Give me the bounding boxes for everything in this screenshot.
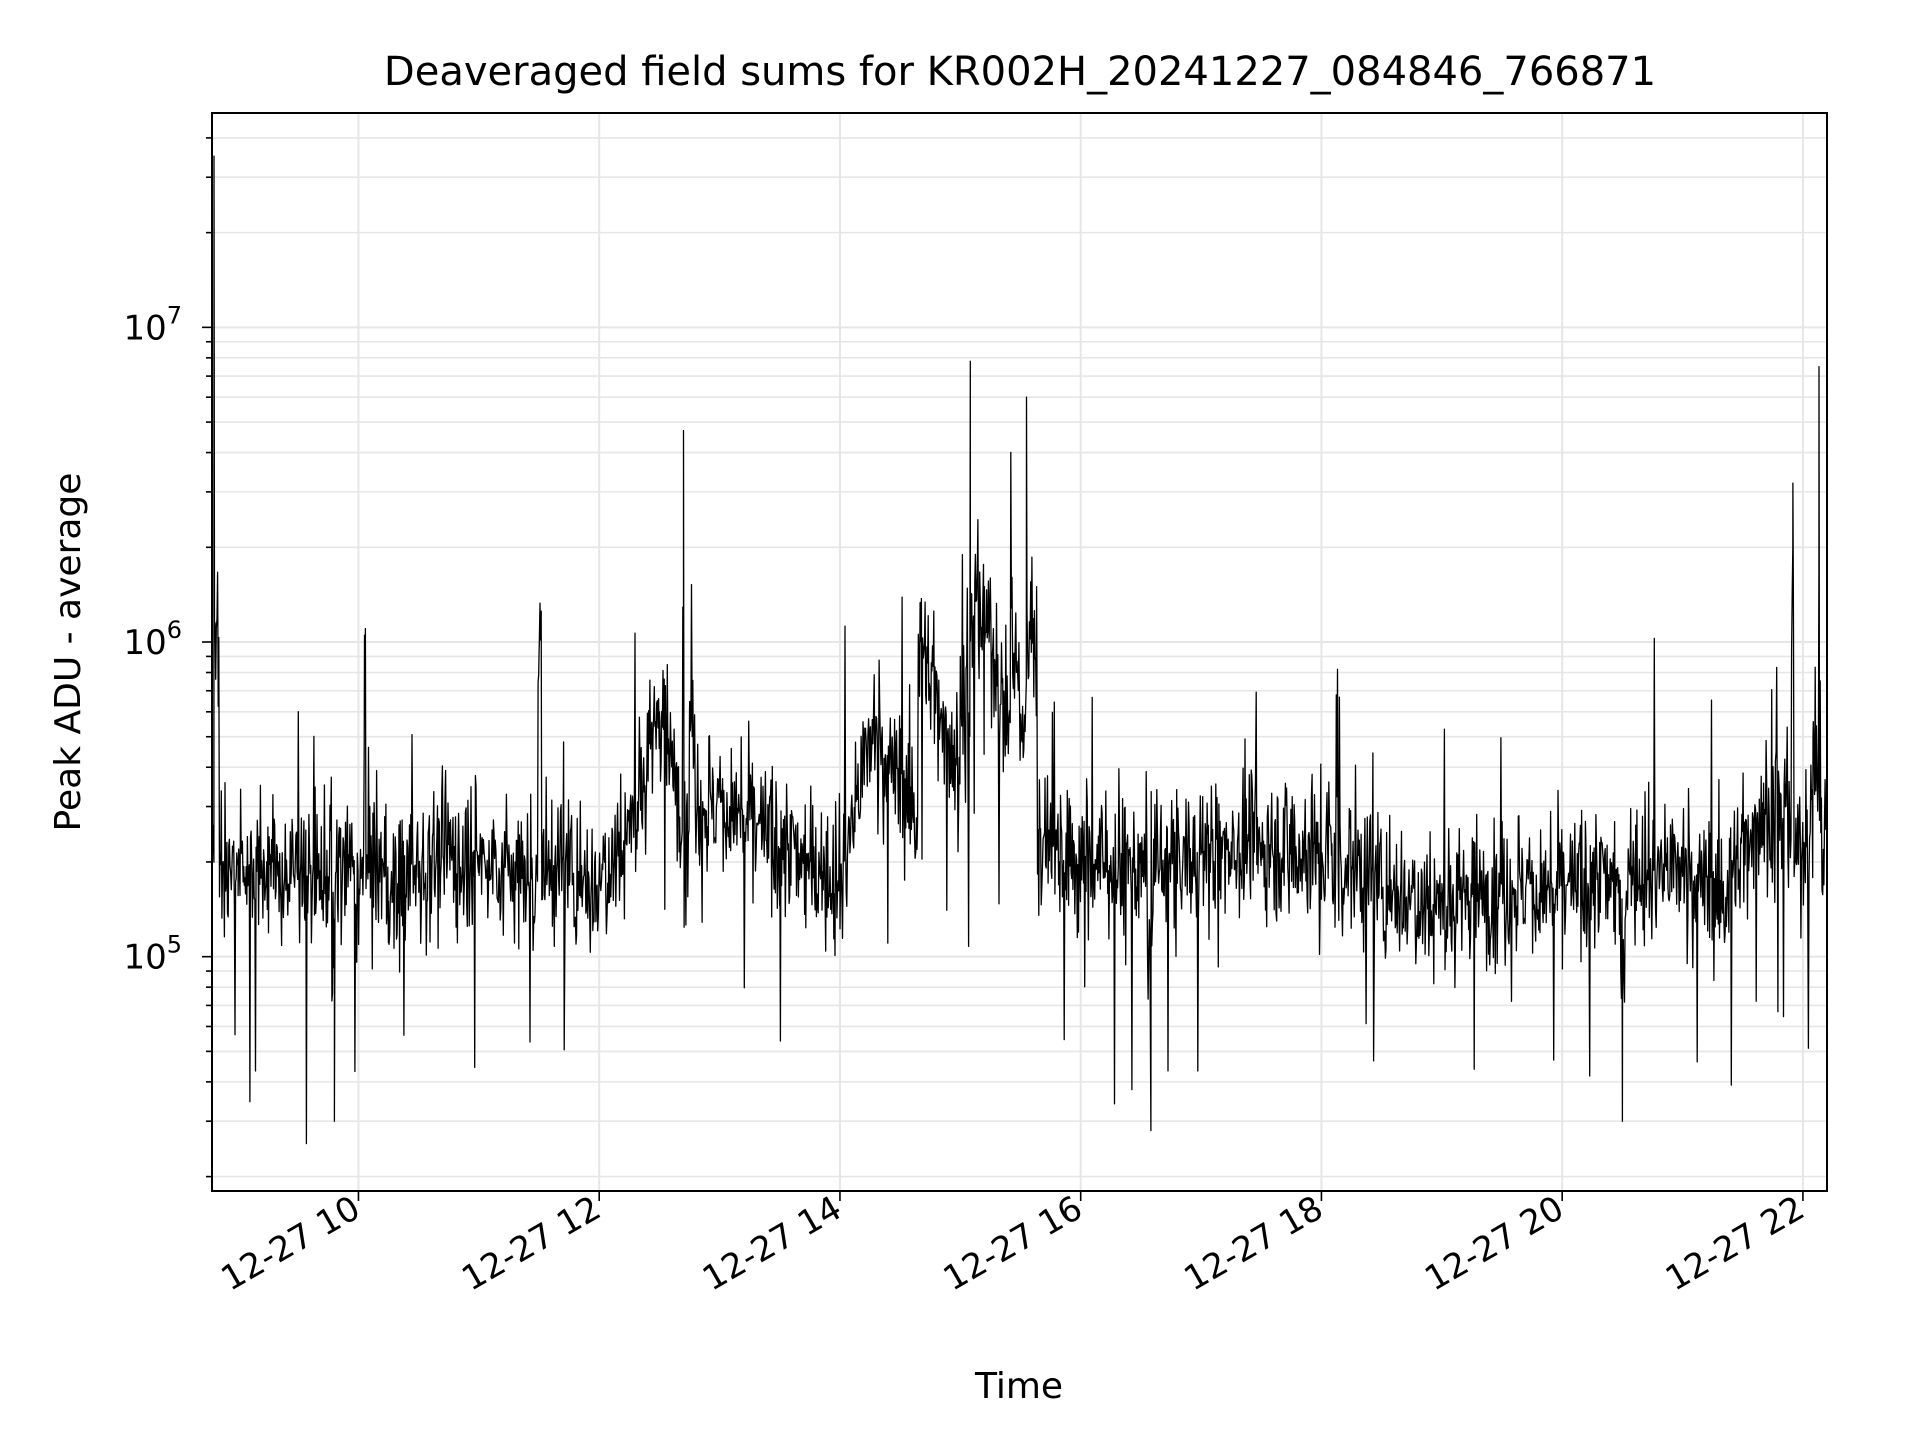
y-tick-label: 106 xyxy=(123,616,182,663)
series-layer xyxy=(211,155,1828,1145)
chart-title: Deaveraged field sums for KR002H_2024122… xyxy=(384,49,1656,95)
series-line xyxy=(211,155,1828,1145)
y-tick-label: 105 xyxy=(123,931,182,978)
y-tick-label: 107 xyxy=(123,301,182,348)
y-axis-label: Peak ADU - average xyxy=(48,473,89,832)
x-axis-label: Time xyxy=(974,1366,1063,1407)
plot-frame xyxy=(211,112,1828,1192)
